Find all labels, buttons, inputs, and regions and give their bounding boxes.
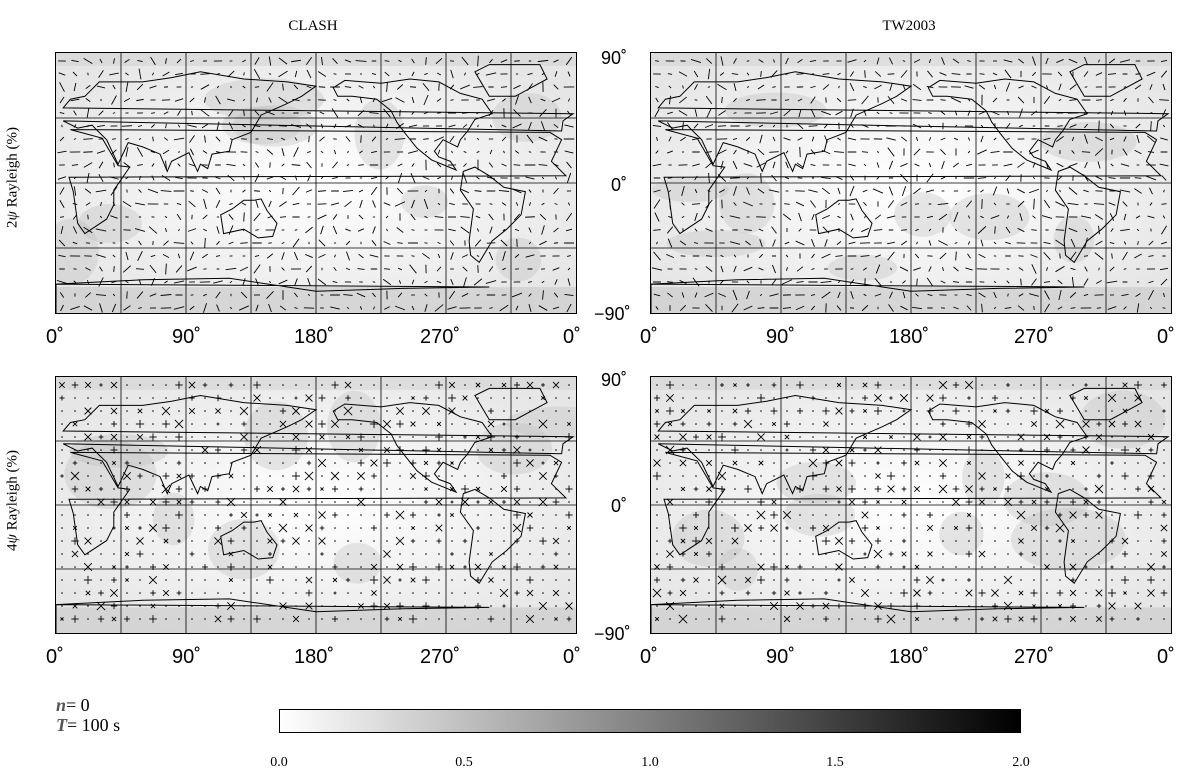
lon-tick-360-right-row2: 0˚: [1157, 646, 1175, 668]
lat-tick-90-row2: 90˚: [601, 370, 628, 390]
lon-tick-360-right-row1: 0˚: [1157, 326, 1175, 348]
lon-tick-90-right-row1: 90˚: [766, 326, 795, 348]
lon-tick-180-left-row2: 180˚: [294, 646, 335, 668]
lon-tick-0-left-row2: 0˚: [46, 646, 64, 668]
colorbar-tick-4: 2.0: [1012, 755, 1030, 770]
lon-tick-270-left-row2: 270˚: [420, 646, 461, 668]
lon-tick-270-left-row1: 270˚: [420, 326, 461, 348]
lat-tick-neg90-row2: −90˚: [594, 624, 631, 644]
colorbar-tick-0: 0.0: [270, 755, 288, 770]
lon-tick-360-left-row1: 0˚: [563, 326, 581, 348]
map-panel-tw2003-4psi: [650, 376, 1172, 634]
lat-tick-90-row1: 90˚: [601, 48, 628, 68]
lat-tick-0-row2: 0˚: [611, 496, 628, 516]
lon-tick-270-right-row1: 270˚: [1014, 326, 1055, 348]
colorbar-tick-2: 1.0: [641, 755, 659, 770]
colorbar-tick-3: 1.5: [826, 755, 844, 770]
lat-tick-neg90-row1: −90˚: [594, 304, 631, 324]
lat-tick-0-row1: 0˚: [611, 175, 628, 195]
map-panel-tw2003-2psi: [650, 52, 1172, 314]
colorbar-tick-1: 0.5: [455, 755, 473, 770]
map-panel-clash-2psi: [55, 52, 577, 314]
column-title-tw2003: TW2003: [882, 18, 936, 34]
colorbar: [279, 709, 1021, 733]
lon-tick-0-right-row1: 0˚: [640, 326, 658, 348]
row-label-2psi: 2ψ Rayleigh (%): [4, 127, 21, 228]
lon-tick-180-right-row2: 180˚: [889, 646, 930, 668]
legend-t: T= 100 s: [56, 715, 121, 735]
lon-tick-0-right-row2: 0˚: [640, 646, 658, 668]
lon-tick-270-right-row2: 270˚: [1014, 646, 1055, 668]
lon-tick-90-left-row1: 90˚: [172, 326, 201, 348]
lon-tick-90-right-row2: 90˚: [766, 646, 795, 668]
lon-tick-180-right-row1: 180˚: [889, 326, 930, 348]
row-label-4psi: 4ψ Rayleigh (%): [4, 450, 21, 551]
column-title-clash: CLASH: [288, 18, 338, 34]
legend-n: n= 0: [56, 695, 90, 715]
lon-tick-0-left-row1: 0˚: [46, 326, 64, 348]
lon-tick-360-left-row2: 0˚: [563, 646, 581, 668]
lon-tick-90-left-row2: 90˚: [172, 646, 201, 668]
map-panel-clash-4psi: [55, 376, 577, 634]
lon-tick-180-left-row1: 180˚: [294, 326, 335, 348]
